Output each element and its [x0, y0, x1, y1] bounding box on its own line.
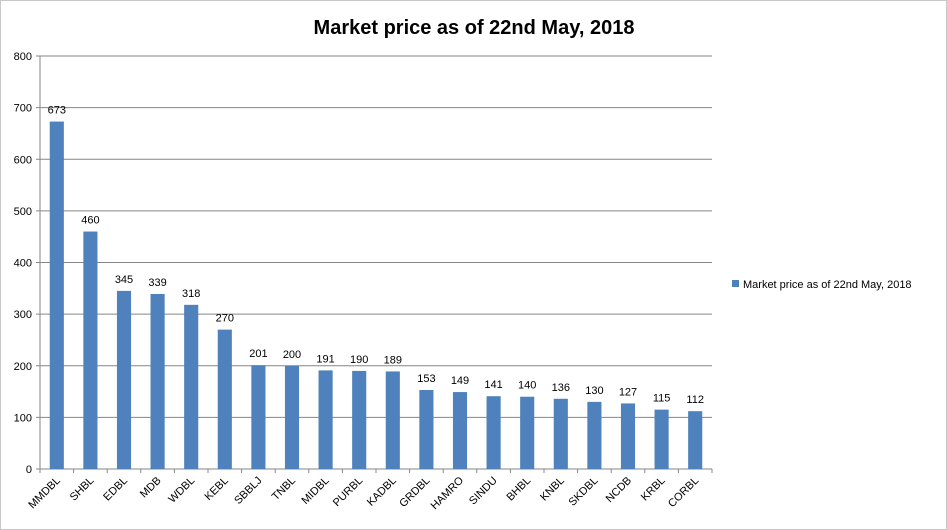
- y-tick-label: 700: [14, 103, 32, 115]
- bar: [217, 329, 232, 469]
- data-label: 339: [148, 277, 166, 289]
- bar: [452, 392, 468, 469]
- y-tick-label: 800: [14, 51, 32, 63]
- data-label: 149: [451, 375, 469, 387]
- x-tick-label: KADBL: [365, 475, 399, 509]
- data-label: 200: [283, 349, 301, 361]
- data-label: 270: [216, 313, 234, 325]
- bar: [486, 396, 501, 469]
- bars: [49, 121, 703, 469]
- y-tick-label: 500: [14, 206, 32, 218]
- x-tick-label: TNBL: [270, 475, 298, 503]
- data-label: 345: [115, 274, 133, 286]
- bar: [184, 304, 199, 469]
- bar: [553, 398, 568, 469]
- y-tick-label: 0: [26, 464, 32, 476]
- y-tick-label: 300: [14, 309, 32, 321]
- data-label: 189: [384, 354, 402, 366]
- x-tick-label: EDBL: [101, 475, 130, 504]
- x-tick-label: SKDBL: [567, 475, 601, 509]
- bar: [620, 403, 636, 469]
- x-tick-label: SHBL: [68, 475, 97, 504]
- x-tick-label: PURBL: [331, 475, 365, 509]
- data-label: 112: [686, 394, 704, 406]
- bar: [284, 365, 300, 469]
- data-label: 673: [48, 105, 66, 117]
- chart-title: Market price as of 22nd May, 2018: [314, 17, 635, 39]
- data-label: 201: [249, 348, 267, 360]
- bar: [587, 401, 602, 469]
- data-label: 130: [585, 385, 603, 397]
- x-tick-label: SBBLJ: [232, 475, 264, 507]
- bar: [251, 365, 266, 469]
- x-tick-label: CORBL: [666, 475, 701, 510]
- bar: [318, 370, 333, 469]
- legend-swatch: [732, 280, 739, 287]
- bar: [520, 396, 535, 469]
- y-tick-label: 400: [14, 258, 32, 270]
- bar: [352, 370, 367, 469]
- y-tick-label: 200: [14, 361, 32, 373]
- data-label: 115: [653, 393, 671, 405]
- bar: [654, 409, 669, 469]
- data-label: 460: [81, 215, 99, 227]
- data-labels: 673 460 345 339 318 270 201 200 191 190 189 153 149 1…: [48, 105, 704, 407]
- x-tick-label: NCDB: [604, 475, 635, 506]
- bar: [688, 411, 703, 469]
- x-tick-label: WDBL: [166, 475, 197, 506]
- data-label: 190: [350, 354, 368, 366]
- data-label: 141: [484, 379, 502, 391]
- bar: [385, 371, 400, 469]
- x-tick-label: MIDBL: [299, 475, 331, 507]
- data-label: 318: [182, 288, 200, 300]
- data-label: 153: [417, 373, 435, 385]
- legend: Market price as of 22nd May, 2018: [732, 279, 912, 291]
- x-tick-label: BHBL: [505, 475, 534, 504]
- data-label: 140: [518, 380, 536, 392]
- bar: [83, 231, 98, 469]
- y-tick-label: 600: [14, 154, 32, 166]
- legend-label: Market price as of 22nd May, 2018: [743, 279, 912, 291]
- y-tick-label: 100: [14, 412, 32, 424]
- bar: [49, 121, 64, 469]
- bar: [419, 390, 434, 469]
- x-tick-label: MMDBL: [26, 475, 63, 512]
- x-tick-label: KRBL: [639, 475, 668, 504]
- x-tick-label: HAMRO: [429, 474, 467, 512]
- data-label: 191: [316, 353, 334, 365]
- x-tick-label: GRDBL: [397, 475, 432, 510]
- data-label: 136: [552, 382, 570, 394]
- data-label: 127: [619, 386, 637, 398]
- x-tick-label: SINDU: [467, 475, 500, 508]
- x-tick-label: KNBL: [538, 475, 567, 504]
- bar: [116, 290, 132, 469]
- x-tick-label: KEBL: [203, 475, 231, 503]
- x-tick-label: MDB: [138, 475, 164, 501]
- gridlines: [40, 55, 712, 470]
- bar: [150, 293, 165, 469]
